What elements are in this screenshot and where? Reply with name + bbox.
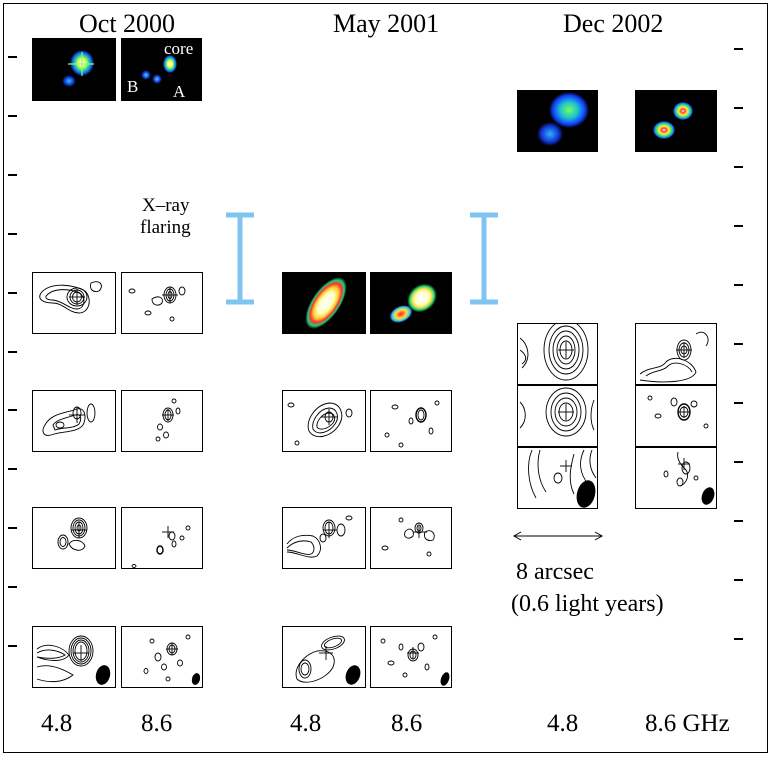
- component-blob: [389, 305, 413, 323]
- epoch-title-dec-2002: Dec 2002: [563, 9, 664, 38]
- right-tick: [734, 461, 743, 463]
- contour-panel-may2001-8.6-row2: [370, 390, 452, 452]
- core-blob: [673, 102, 693, 120]
- component-blob: [62, 75, 76, 87]
- left-tick: [8, 645, 17, 647]
- core-blob: [407, 283, 437, 313]
- right-tick: [734, 284, 743, 286]
- component-b-label: B: [127, 77, 139, 96]
- contour-panel-oct2000-4.8-row4: [32, 626, 116, 688]
- dec2002-4.8ghz-image: [517, 90, 598, 152]
- scale-bar-sublabel: (0.6 light years): [511, 591, 664, 617]
- right-tick: [734, 402, 743, 404]
- contour-panel-oct2000-4.8-row2: [32, 390, 116, 452]
- left-tick: [8, 233, 17, 235]
- component-b-blob: [141, 70, 151, 80]
- freq-label-oct2000-8.6: 8.6: [141, 710, 173, 737]
- contour-panel-dec2002-8.6-row1: [635, 323, 717, 385]
- left-tick: [8, 292, 17, 294]
- may2001-4.8ghz-image: [282, 272, 366, 334]
- scale-bar-arrow: [512, 531, 604, 541]
- left-tick: [8, 409, 17, 411]
- contour-panel-may2001-4.8-row2: [282, 390, 366, 452]
- contour-panel-dec2002-4.8-row3: [517, 447, 598, 509]
- xray-flare-bar-2: [470, 212, 498, 305]
- right-tick: [734, 225, 743, 227]
- freq-label-dec2002-4.8: 4.8: [547, 710, 579, 737]
- contour-panel-oct2000-8.6-row2: [121, 390, 203, 452]
- left-tick: [8, 56, 17, 58]
- contour-panel-may2001-8.6-row3: [370, 507, 452, 569]
- left-tick: [8, 174, 17, 176]
- xray-flare-bar-1: [226, 212, 254, 305]
- freq-label-may2001-4.8: 4.8: [290, 710, 322, 737]
- scale-bar-label: 8 arcsec: [516, 559, 594, 585]
- contour-panel-may2001-8.6-row4: [370, 626, 452, 688]
- epoch-title-may-2001: May 2001: [333, 9, 440, 38]
- right-tick: [734, 107, 743, 109]
- contour-panel-oct2000-4.8-row3: [32, 507, 116, 569]
- figure-frame: [3, 3, 768, 753]
- contour-panel-oct2000-8.6-row1: [121, 272, 203, 334]
- left-tick: [8, 527, 17, 529]
- contour-panel-dec2002-8.6-row2: [635, 385, 717, 447]
- left-tick: [8, 351, 17, 353]
- freq-label-oct2000-4.8: 4.8: [41, 710, 73, 737]
- epoch-title-oct-2000: Oct 2000: [79, 9, 176, 38]
- contour-panel-oct2000-8.6-row3: [121, 507, 203, 569]
- core-blob: [163, 55, 177, 73]
- may2001-8.6ghz-image: [370, 272, 452, 334]
- component-blob: [537, 122, 563, 146]
- xray-flaring-label-line2: flaring: [140, 217, 191, 238]
- contour-panel-dec2002-4.8-row1: [517, 323, 598, 385]
- contour-panel-may2001-4.8-row4: [282, 626, 366, 688]
- core-blob: [549, 92, 589, 128]
- left-tick: [8, 586, 17, 588]
- contour-panel-oct2000-4.8-row1: [32, 272, 116, 334]
- component-a-blob: [152, 74, 162, 84]
- component-a-label: A: [173, 82, 186, 101]
- right-tick: [734, 343, 743, 345]
- component-blob: [653, 121, 675, 139]
- jet-blob: [305, 277, 347, 329]
- contour-panel-dec2002-8.6-row3: [635, 447, 717, 509]
- right-tick: [734, 166, 743, 168]
- contour-panel-may2001-4.8-row3: [282, 507, 366, 569]
- freq-label-may2001-8.6: 8.6: [391, 710, 423, 737]
- xray-flaring-label-line1: X–ray: [142, 195, 190, 216]
- right-tick: [734, 579, 743, 581]
- freq-label-dec2002-8.6: 8.6 GHz: [645, 710, 730, 737]
- left-tick: [8, 468, 17, 470]
- dec2002-8.6ghz-image: [635, 90, 717, 152]
- oct2000-4.8ghz-image: [32, 38, 116, 101]
- contour-panel-dec2002-4.8-row2: [517, 385, 598, 447]
- core-label: core: [164, 39, 194, 58]
- right-tick: [734, 638, 743, 640]
- contour-panel-oct2000-8.6-row4: [121, 626, 203, 688]
- right-tick: [734, 48, 743, 50]
- right-tick: [734, 520, 743, 522]
- oct2000-8.6ghz-image: [121, 38, 202, 101]
- left-tick: [8, 115, 17, 117]
